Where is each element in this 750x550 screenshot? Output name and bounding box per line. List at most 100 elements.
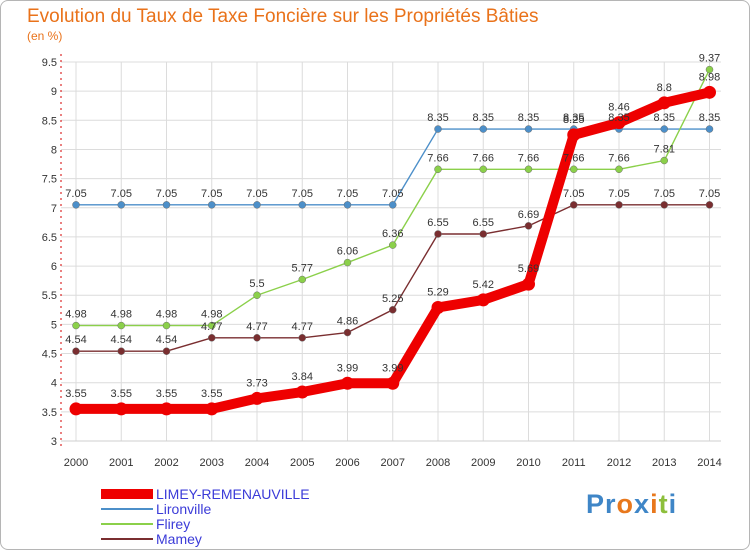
chart-unit-note: (en %) — [27, 29, 63, 43]
x-tick-label: 2004 — [245, 457, 269, 469]
data-label: 8.98 — [699, 71, 720, 83]
data-point — [162, 201, 171, 209]
data-label: 5.5 — [249, 278, 264, 290]
data-label: 7.05 — [563, 188, 584, 200]
data-label: 8.35 — [699, 112, 720, 124]
data-label: 8.35 — [518, 112, 539, 124]
logo-letter: i — [668, 489, 678, 519]
data-label: 7.05 — [201, 188, 222, 200]
data-label: 9.37 — [699, 53, 720, 65]
y-tick-label: 9.5 — [42, 57, 57, 69]
data-label: 7.66 — [608, 152, 629, 164]
data-label: 6.55 — [427, 217, 448, 229]
data-label: 5.25 — [382, 293, 403, 305]
data-point — [657, 96, 671, 110]
data-point — [434, 125, 442, 133]
x-tick-label: 2011 — [562, 457, 586, 469]
data-label: 3.99 — [337, 362, 358, 374]
data-label: 6.06 — [337, 246, 358, 258]
data-label: 4.98 — [201, 309, 222, 321]
y-tick-label: 6 — [51, 261, 57, 273]
data-point — [117, 347, 125, 355]
y-tick-label: 5 — [51, 319, 57, 331]
data-label: 4.98 — [111, 309, 132, 321]
data-point — [208, 201, 216, 209]
x-tick-label: 2006 — [335, 457, 359, 469]
series-lines — [69, 65, 716, 416]
data-label: 3.73 — [246, 377, 267, 389]
data-label: 7.66 — [563, 152, 584, 164]
y-tick-label: 8.5 — [42, 115, 57, 127]
y-tick-label: 8 — [51, 144, 57, 156]
data-label: 7.05 — [111, 188, 132, 200]
data-label: 3.55 — [111, 388, 132, 400]
data-label: 3.84 — [292, 371, 313, 383]
data-label: 3.55 — [201, 388, 222, 400]
data-point — [570, 201, 578, 209]
legend-label: Mamey — [156, 531, 202, 547]
data-label: 7.05 — [156, 188, 177, 200]
data-label: 5.77 — [292, 262, 313, 274]
data-point — [570, 165, 578, 174]
logo-letter: P — [586, 489, 606, 519]
data-point — [524, 125, 533, 133]
data-point — [343, 258, 352, 267]
data-point — [479, 125, 487, 133]
data-label: 7.05 — [608, 188, 629, 200]
y-tick-label: 7.5 — [42, 174, 57, 186]
x-tick-label: 2008 — [426, 457, 450, 469]
data-point — [615, 165, 623, 174]
data-point — [479, 230, 487, 238]
chart-title: Evolution du Taux de Taxe Foncière sur l… — [27, 6, 539, 27]
data-point — [524, 165, 533, 174]
data-point — [522, 277, 535, 291]
x-tick-label: 2002 — [154, 457, 178, 469]
data-point — [660, 156, 668, 165]
data-label: 4.98 — [65, 309, 86, 321]
data-point — [343, 328, 352, 337]
data-point — [162, 321, 171, 330]
data-point — [114, 402, 128, 416]
x-tick-label: 2014 — [697, 457, 721, 469]
data-point — [434, 230, 442, 238]
data-label: 3.55 — [156, 388, 177, 400]
axes: 3 3.5 4 4.5 5 5.5 6 6.5 7 7.5 8 8.5 9 9.5 2000 2001 2002… — [42, 54, 722, 469]
data-point — [298, 201, 306, 209]
x-tick-label: 2003 — [200, 457, 224, 469]
data-label: 6.69 — [518, 209, 539, 221]
data-label: 7.05 — [337, 188, 358, 200]
data-point — [524, 222, 533, 230]
logo-letter: x — [634, 489, 651, 519]
legend-swatch-mamey — [101, 538, 153, 540]
logo-letter: r — [605, 489, 617, 519]
data-label: 4.54 — [156, 334, 177, 346]
data-point — [72, 321, 80, 330]
data-point — [705, 125, 714, 133]
data-label: 8.25 — [563, 114, 584, 126]
legend-label: Lironville — [156, 501, 212, 517]
data-point — [160, 402, 173, 416]
legend-swatch-flirey — [101, 523, 153, 525]
data-point — [162, 347, 171, 355]
data-point — [72, 347, 80, 355]
data-point — [479, 165, 487, 174]
data-label: 5.69 — [518, 263, 539, 275]
data-point — [69, 402, 83, 416]
data-label: 8.35 — [473, 112, 494, 124]
data-point — [389, 306, 397, 314]
data-label: 8.35 — [427, 112, 448, 124]
data-label: 7.66 — [518, 152, 539, 164]
data-label: 7.66 — [473, 152, 494, 164]
data-point — [205, 402, 219, 416]
logo-letter: t — [658, 489, 669, 519]
data-label: 3.99 — [382, 362, 403, 374]
data-label: 8.8 — [657, 82, 672, 94]
data-label: 4.54 — [111, 334, 132, 346]
data-point — [343, 201, 352, 209]
data-point — [434, 165, 442, 174]
y-tick-label: 3.5 — [42, 407, 57, 419]
data-point — [703, 85, 716, 99]
logo-letter: i — [650, 489, 659, 519]
data-label: 8.46 — [608, 102, 629, 114]
